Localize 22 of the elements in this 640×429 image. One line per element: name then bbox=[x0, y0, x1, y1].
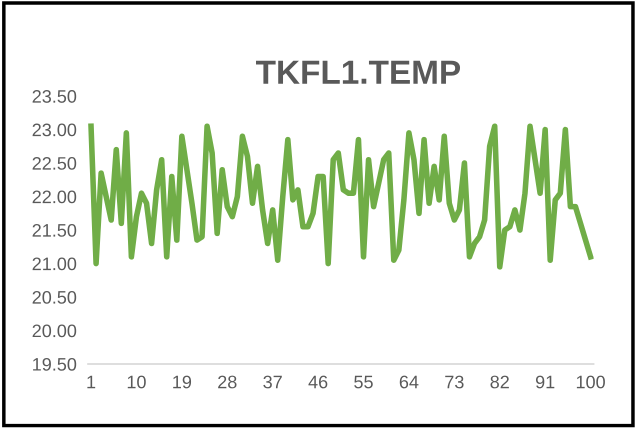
x-tick-label: 73 bbox=[445, 376, 464, 388]
y-tick-label: 22.00 bbox=[32, 190, 76, 204]
y-tick-label: 23.00 bbox=[32, 124, 76, 136]
x-tick-label: 82 bbox=[490, 376, 509, 388]
y-tick-label: 21.00 bbox=[32, 257, 76, 270]
x-tick-label: 64 bbox=[400, 376, 418, 388]
y-tick-label: 21.50 bbox=[32, 224, 76, 237]
x-tick-label: 55 bbox=[354, 376, 373, 388]
y-tick-label: 22.50 bbox=[32, 157, 76, 170]
y-tick-label: 20.00 bbox=[32, 324, 76, 338]
x-tick-label: 37 bbox=[263, 376, 282, 388]
x-tick-label: 91 bbox=[536, 376, 554, 388]
x-tick-label: 19 bbox=[173, 376, 192, 388]
x-tick-label: 100 bbox=[576, 376, 605, 388]
y-tick-label: 23.50 bbox=[32, 90, 76, 103]
chart-title: TKFL1.TEMP bbox=[256, 60, 460, 84]
x-tick-label: 10 bbox=[128, 376, 146, 388]
y-tick-label: 19.50 bbox=[33, 358, 76, 371]
x-tick-label: 1 bbox=[87, 376, 96, 388]
y-tick-label: 20.50 bbox=[32, 290, 76, 304]
x-tick-label: 46 bbox=[308, 376, 328, 388]
x-tick-label: 28 bbox=[218, 376, 237, 388]
